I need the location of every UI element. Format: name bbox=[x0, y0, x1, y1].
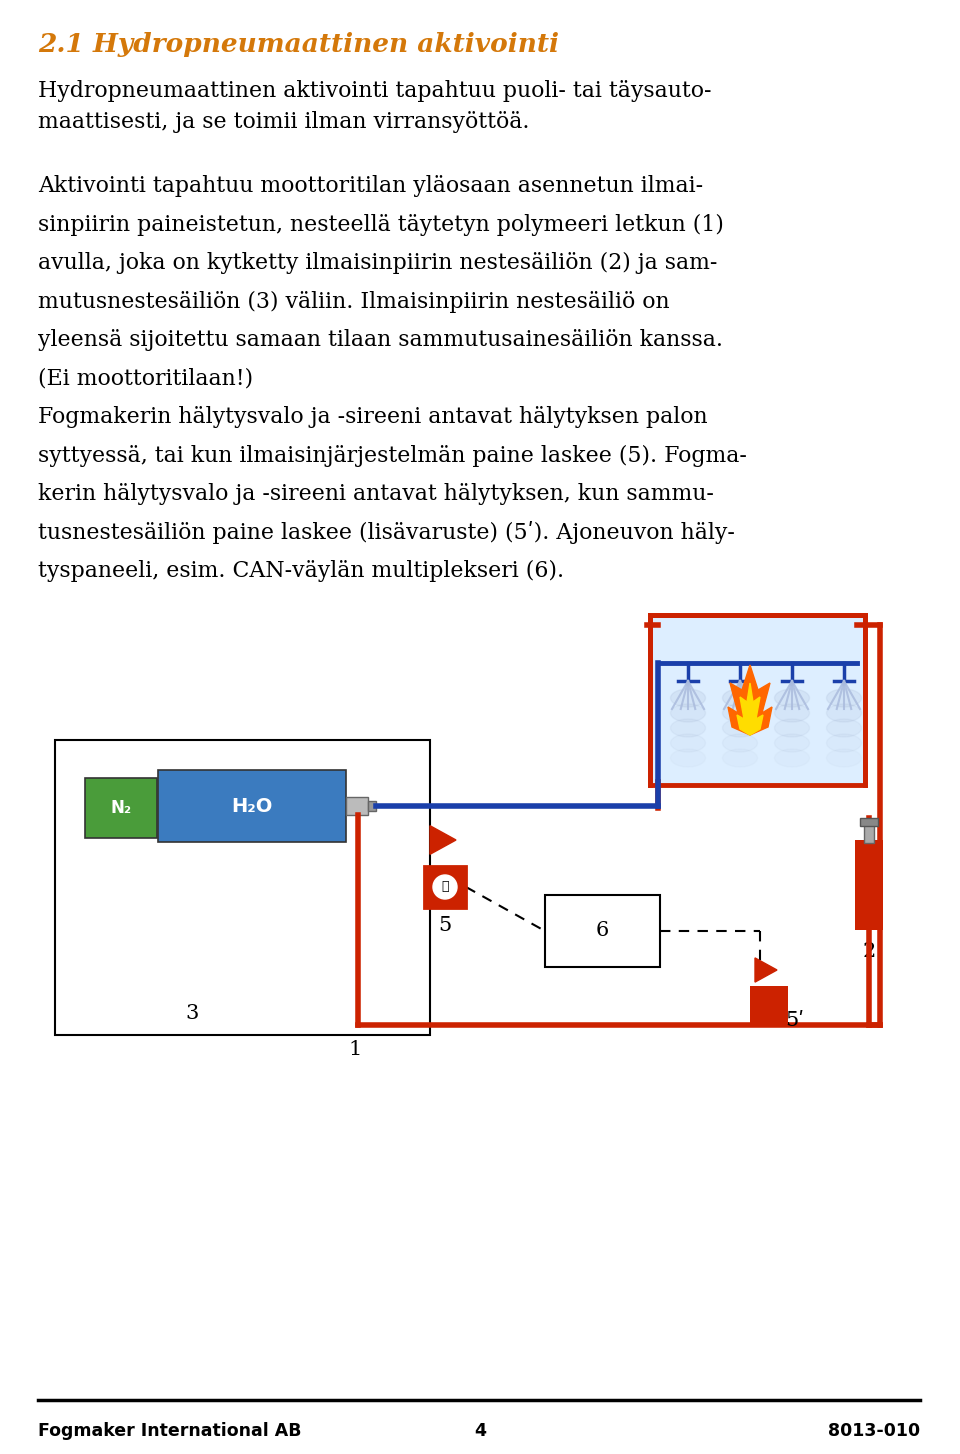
Text: Fogmakerin hälytysvalo ja -sireeni antavat hälytyksen palon: Fogmakerin hälytysvalo ja -sireeni antav… bbox=[38, 406, 708, 427]
Bar bbox=[55, 740, 430, 1035]
Ellipse shape bbox=[670, 704, 706, 723]
Text: 2.1 Hydropneumaattinen aktivointi: 2.1 Hydropneumaattinen aktivointi bbox=[38, 32, 559, 57]
Text: Aktivointi tapahtuu moottoritilan yläosaan asennetun ilmai-: Aktivointi tapahtuu moottoritilan yläosa… bbox=[38, 174, 703, 196]
Text: 4: 4 bbox=[474, 1422, 486, 1439]
Text: 8013-010: 8013-010 bbox=[828, 1422, 920, 1439]
Text: (Ei moottoritilaan!): (Ei moottoritilaan!) bbox=[38, 368, 253, 390]
Text: 1: 1 bbox=[348, 1040, 362, 1059]
Text: tusnestesäiliön paine laskee (lisävaruste) (5ʹ). Ajoneuvon häly-: tusnestesäiliön paine laskee (lisävarust… bbox=[38, 522, 734, 544]
Ellipse shape bbox=[827, 734, 861, 752]
Text: 🔥: 🔥 bbox=[442, 881, 448, 894]
Bar bbox=[855, 840, 883, 931]
Polygon shape bbox=[430, 826, 456, 855]
Bar bbox=[424, 867, 466, 907]
Text: yleensä sijoitettu samaan tilaan sammutusainesäiliön kanssa.: yleensä sijoitettu samaan tilaan sammutu… bbox=[38, 329, 723, 350]
Polygon shape bbox=[728, 664, 772, 736]
Text: syttyessä, tai kun ilmaisinjärjestelmän paine laskee (5). Fogma-: syttyessä, tai kun ilmaisinjärjestelmän … bbox=[38, 445, 747, 467]
Ellipse shape bbox=[670, 718, 706, 737]
Text: tyspaneeli, esim. CAN-väylän multiplekseri (6).: tyspaneeli, esim. CAN-väylän multiplekse… bbox=[38, 560, 564, 582]
Ellipse shape bbox=[670, 734, 706, 752]
Text: kerin hälytysvalo ja -sireeni antavat hälytyksen, kun sammu-: kerin hälytysvalo ja -sireeni antavat hä… bbox=[38, 483, 714, 505]
Bar bbox=[158, 771, 346, 842]
Text: avulla, joka on kytketty ilmaisinpiirin nestesäiliön (2) ja sam-: avulla, joka on kytketty ilmaisinpiirin … bbox=[38, 252, 717, 275]
Text: 5ʹ: 5ʹ bbox=[785, 1011, 804, 1029]
Bar bbox=[545, 896, 660, 967]
Ellipse shape bbox=[670, 689, 706, 707]
Ellipse shape bbox=[775, 689, 809, 707]
Ellipse shape bbox=[723, 689, 757, 707]
Bar bbox=[85, 778, 157, 838]
Circle shape bbox=[433, 875, 457, 899]
Polygon shape bbox=[737, 683, 763, 736]
Bar bbox=[864, 824, 874, 843]
Ellipse shape bbox=[723, 704, 757, 723]
Text: 6: 6 bbox=[596, 922, 610, 941]
Ellipse shape bbox=[775, 718, 809, 737]
Bar bbox=[750, 986, 788, 1024]
Ellipse shape bbox=[827, 689, 861, 707]
Text: mutusnestesäiliön (3) väliin. Ilmaisinpiirin nestesäiliö on: mutusnestesäiliön (3) väliin. Ilmaisinpi… bbox=[38, 291, 670, 313]
Ellipse shape bbox=[723, 718, 757, 737]
Ellipse shape bbox=[775, 734, 809, 752]
Bar bbox=[860, 819, 878, 826]
Text: H₂O: H₂O bbox=[231, 797, 273, 816]
Text: Hydropneumaattinen aktivointi tapahtuu puoli- tai täysauto-
maattisesti, ja se t: Hydropneumaattinen aktivointi tapahtuu p… bbox=[38, 80, 711, 134]
Text: 2: 2 bbox=[862, 942, 876, 961]
Text: sinpiirin paineistetun, nesteellä täytetyn polymeeri letkun (1): sinpiirin paineistetun, nesteellä täytet… bbox=[38, 214, 724, 236]
Ellipse shape bbox=[723, 734, 757, 752]
Text: Fogmaker International AB: Fogmaker International AB bbox=[38, 1422, 301, 1439]
Bar bbox=[368, 801, 376, 811]
Ellipse shape bbox=[775, 704, 809, 723]
Ellipse shape bbox=[827, 718, 861, 737]
Text: 3: 3 bbox=[186, 1005, 199, 1024]
Polygon shape bbox=[755, 958, 777, 981]
Bar bbox=[346, 797, 368, 816]
Ellipse shape bbox=[827, 704, 861, 723]
Text: 5: 5 bbox=[439, 916, 451, 935]
Text: N₂: N₂ bbox=[110, 800, 132, 817]
Bar bbox=[650, 615, 865, 785]
